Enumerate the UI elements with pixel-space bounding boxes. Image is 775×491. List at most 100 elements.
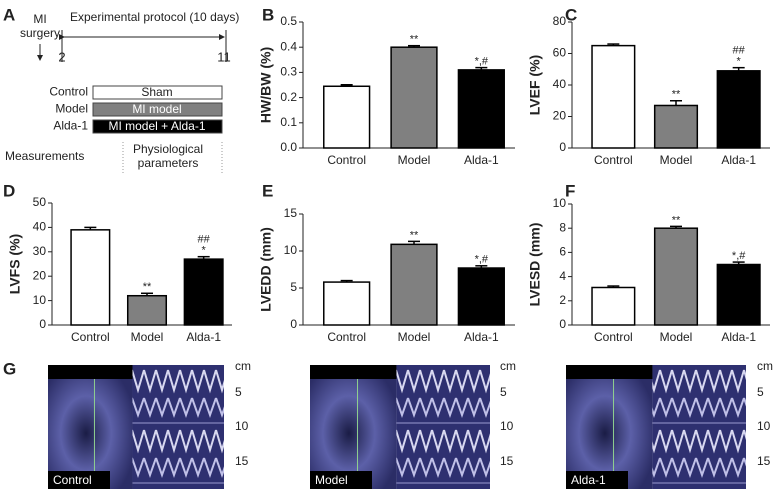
y-tick-label: 0.4 (280, 39, 297, 53)
y-axis-label: HW/BW (%) (258, 47, 274, 123)
echo-header (48, 365, 133, 379)
x-tick-label: Alda-1 (721, 330, 756, 344)
y-tick-label: 0 (290, 317, 297, 331)
x-tick-label: Control (71, 330, 110, 344)
treatment-box (92, 119, 223, 134)
y-tick-label: 0 (39, 317, 46, 331)
x-tick-label: Alda-1 (186, 330, 221, 344)
bar (591, 286, 636, 326)
treatment-label: MI model + Alda-1 (108, 119, 205, 133)
protocol-end: 11 (217, 49, 231, 64)
y-tick-label: 10 (284, 243, 298, 257)
bar (653, 104, 699, 149)
y-tick-label: 4 (559, 269, 566, 283)
panel-label: E (262, 181, 273, 200)
panel-label: F (565, 181, 575, 200)
bar (323, 85, 371, 149)
bar (183, 258, 224, 326)
y-tick-label: 80 (553, 14, 567, 28)
treatment-label: MI model (132, 102, 181, 116)
y-tick-label: 0.3 (280, 65, 297, 79)
panel-label: A (3, 5, 15, 24)
y-axis-label: LVEF (%) (527, 55, 543, 115)
x-tick-label: Model (131, 330, 164, 344)
significance-label: * (737, 56, 742, 68)
echo-bmode (48, 365, 133, 489)
y-tick-label: 15 (284, 206, 298, 220)
y-tick-label: 40 (553, 77, 567, 91)
scale-label: 10 (235, 419, 249, 433)
scale-label: 10 (500, 419, 514, 433)
group-name: Control (49, 85, 88, 99)
echo-label-box (566, 471, 628, 489)
echo-header (310, 365, 397, 379)
echo-bmode (310, 365, 397, 489)
y-tick-label: 5 (290, 280, 297, 294)
y-tick-label: 10 (553, 196, 567, 210)
significance-label: * (202, 245, 207, 257)
x-tick-label: Alda-1 (464, 153, 499, 167)
group-name: Alda-1 (53, 119, 88, 133)
bar (323, 281, 371, 326)
y-tick-label: 0 (559, 140, 566, 154)
scale-label: 5 (500, 385, 507, 399)
panel-label: C (565, 5, 577, 24)
y-tick-label: 20 (33, 268, 47, 282)
y-tick-label: 20 (553, 109, 567, 123)
group-name: Model (55, 102, 88, 116)
treatment-box (92, 102, 223, 117)
scale-label: cm (500, 359, 516, 373)
scale-label: 15 (500, 454, 514, 468)
scale-label: 10 (757, 419, 771, 433)
echo-label: Control (53, 473, 92, 487)
x-tick-label: Control (327, 330, 366, 344)
x-tick-label: Model (398, 153, 431, 167)
significance-label: ** (410, 229, 419, 241)
y-tick-label: 0.1 (280, 115, 297, 129)
x-tick-label: Model (660, 153, 693, 167)
echo-mmode (396, 365, 490, 489)
parameters-label: Physiological (133, 142, 203, 156)
bar (457, 69, 505, 149)
y-tick-label: 40 (33, 220, 47, 234)
y-axis-label: LVESD (mm) (527, 223, 543, 307)
bar (716, 70, 761, 149)
y-tick-label: 0.0 (280, 140, 297, 154)
scale-label: 5 (757, 385, 764, 399)
y-tick-label: 10 (33, 293, 47, 307)
y-tick-label: 2 (559, 293, 566, 307)
y-tick-label: 8 (559, 220, 566, 234)
significance-label: *,# (475, 56, 489, 68)
echo-bmode (566, 365, 653, 489)
significance-label: ** (410, 34, 419, 46)
y-tick-label: 0.2 (280, 90, 297, 104)
echo-mmode (132, 365, 224, 489)
significance-label: *,# (475, 254, 489, 266)
treatment-label: Sham (141, 85, 172, 99)
bar (457, 267, 505, 326)
y-tick-label: 30 (33, 244, 47, 258)
y-tick-label: 60 (553, 46, 567, 60)
significance-label: ## (198, 234, 211, 246)
panel-label: D (3, 181, 15, 200)
surgery-label: MI (33, 12, 46, 26)
bar (653, 227, 699, 326)
y-axis-label: LVEDD (mm) (258, 227, 274, 312)
significance-label: *,# (732, 250, 746, 262)
x-tick-label: Control (327, 153, 366, 167)
echo-header (566, 365, 653, 379)
x-tick-label: Control (594, 330, 633, 344)
bar (390, 46, 438, 149)
echo-label: Model (315, 473, 348, 487)
echo-label-box (48, 471, 110, 489)
significance-label: ** (672, 89, 681, 101)
scale-label: 5 (235, 385, 242, 399)
bar (390, 243, 438, 326)
scale-label: 15 (757, 454, 771, 468)
protocol-title: Experimental protocol (10 days) (70, 10, 239, 24)
measurements-label: Measurements (5, 149, 84, 163)
x-tick-label: Control (594, 153, 633, 167)
panel-label: B (262, 5, 274, 24)
